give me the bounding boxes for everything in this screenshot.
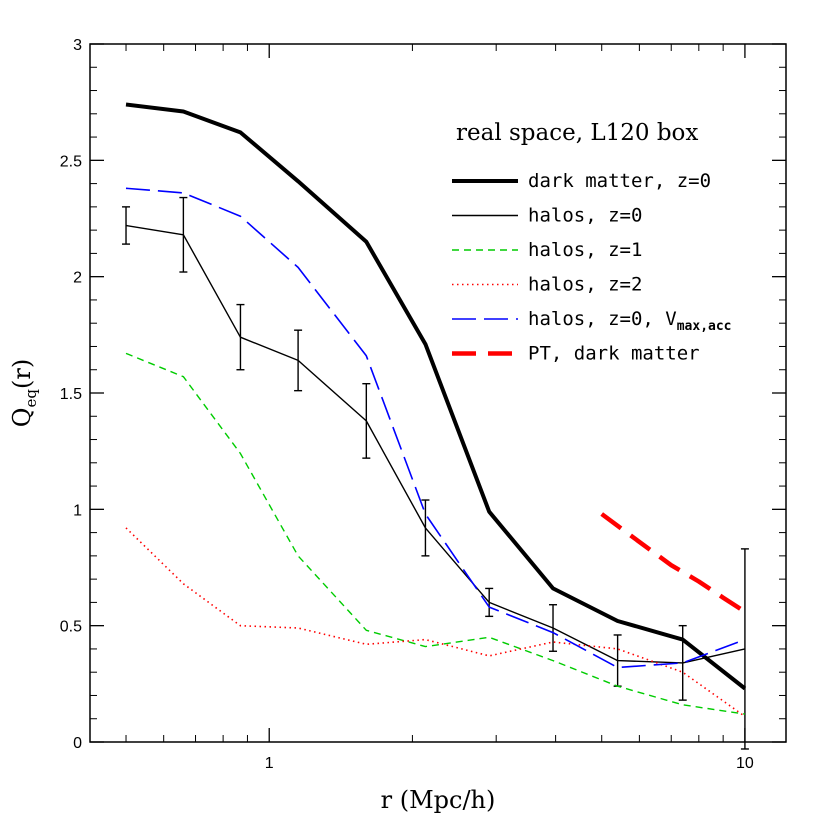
legend-title: real space, L120 box [456, 120, 698, 146]
legend-entry-0: dark matter, z=0 [528, 170, 711, 192]
legend-entry-1: halos, z=0 [528, 205, 642, 227]
series-line-0 [125, 102, 747, 691]
y-tick-label: 1.5 [60, 386, 82, 403]
series-layer [122, 102, 749, 750]
y-axis-label-suffix: (r) [8, 359, 36, 389]
ticks-layer: 0 0.5 1 1.5 2 2.5 3 1 10 [60, 37, 786, 772]
x-tick-label: 1 [265, 755, 274, 772]
series-line-5 [600, 512, 747, 614]
legend-entry-2: halos, z=1 [528, 239, 642, 261]
y-tick-label: 0.5 [60, 619, 82, 636]
y-tick-label: 0 [73, 735, 82, 752]
series-line-2 [125, 352, 746, 715]
svg-text:Qeq(r): Qeq(r) [8, 359, 40, 427]
y-tick-label: 2 [73, 270, 82, 287]
y-axis-label: Qeq(r) [8, 359, 40, 427]
x-axis-label: r (Mpc/h) [381, 786, 496, 814]
series-line-4 [125, 187, 746, 669]
series-line-3 [125, 527, 746, 718]
y-tick-label: 1 [73, 502, 82, 519]
legend-entry-3: halos, z=2 [528, 274, 642, 296]
y-tick-label: 2.5 [60, 153, 82, 170]
legend-entry-4: halos, z=0, Vmax,acc [528, 308, 732, 334]
y-axis-label-main: Q [8, 408, 36, 428]
y-tick-label: 3 [73, 37, 82, 54]
legend: real space, L120 box dark matter, z=0 halo… [452, 120, 732, 365]
x-tick-label: 10 [736, 755, 754, 772]
legend-entry-5: PT, dark matter [528, 343, 700, 365]
series-line-1 [125, 224, 746, 664]
y-axis-label-sub: eq [22, 389, 40, 408]
